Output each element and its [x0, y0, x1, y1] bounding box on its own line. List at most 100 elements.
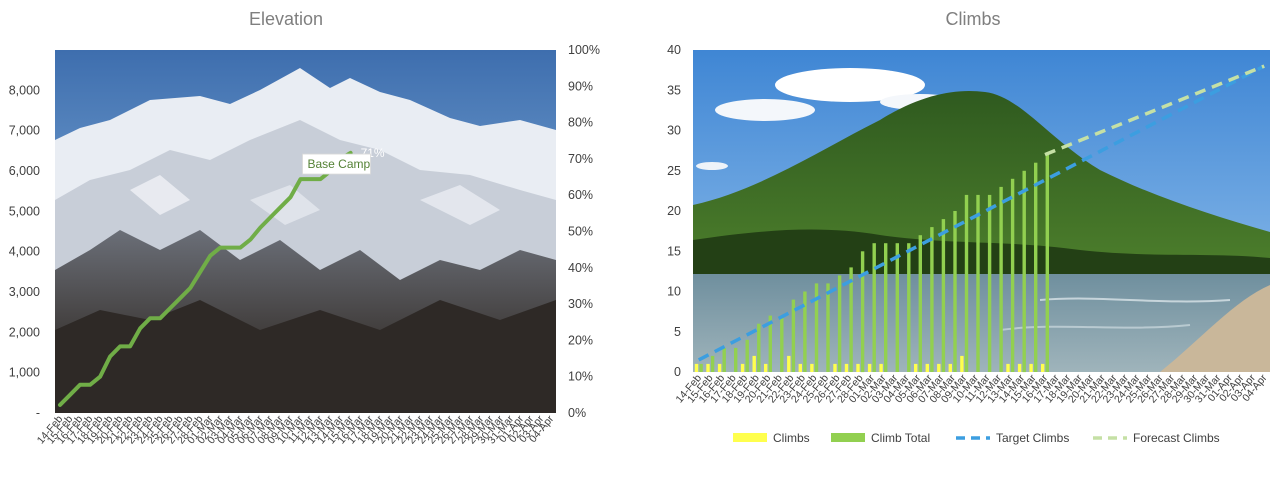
climb-total-bar: [803, 291, 807, 372]
legend-item-target-climbs: Target Climbs: [956, 431, 1069, 445]
elevation-y-axis: - 1,000 2,000 3,000 4,000 5,000 6,000 7,000 8,00…: [9, 83, 40, 420]
climb-total-bar: [745, 339, 749, 372]
elevation-y-tick-label: 7,000: [9, 124, 40, 138]
climbs-bar: [717, 363, 722, 372]
climb-total-bar: [987, 194, 992, 372]
legend-swatch: [733, 433, 767, 442]
climbs-bar: [1029, 363, 1033, 372]
legend-label: Target Climbs: [996, 431, 1069, 445]
climbs-bar: [1017, 363, 1022, 372]
climb-total-bar: [826, 283, 830, 372]
climbs-chart: Climbs 0 5 10 15 20 25 30 35 40 14-Feb15-Feb16-F…: [667, 9, 1270, 445]
climb-total-bar: [884, 243, 888, 372]
elevation-y-tick-label: 4,000: [9, 245, 40, 259]
climbs-y-tick-label: 30: [667, 124, 681, 138]
legend-item-climb-total: Climb Total: [831, 431, 930, 445]
climb-total-bar: [860, 251, 865, 373]
climb-total-bar: [953, 211, 957, 372]
elevation-y-tick-label: 8,000: [9, 83, 40, 97]
elevation-y-tick-label: 5,000: [9, 204, 40, 218]
elevation-y2-tick-label: 80%: [568, 116, 593, 130]
climb-total-bar: [722, 347, 726, 372]
climbs-bar: [948, 363, 952, 372]
elevation-y2-tick-label: 40%: [568, 261, 593, 275]
climbs-bars: [694, 154, 1049, 373]
elevation-y2-tick-label: 30%: [568, 297, 593, 311]
base-camp-label: Base Camp: [307, 157, 370, 171]
elevation-x-axis: 14-Feb15-Feb16-Feb17-Feb18-Feb19-Feb20-F…: [35, 413, 557, 447]
climb-total-bar: [814, 283, 819, 372]
climbs-bar: [833, 363, 837, 372]
legend-label: Climbs: [773, 431, 810, 445]
climbs-y-tick-label: 40: [667, 43, 681, 57]
elevation-chart-title: Elevation: [249, 9, 323, 29]
climb-total-bar: [791, 299, 796, 372]
climbs-bar: [740, 363, 745, 372]
climbs-y-tick-label: 10: [667, 285, 681, 299]
climb-total-bar: [941, 219, 946, 372]
climbs-bar: [1006, 363, 1010, 372]
climb-total-bar: [734, 347, 738, 372]
climbs-y-tick-label: 35: [667, 83, 681, 97]
elevation-y2-tick-label: 0%: [568, 406, 586, 420]
climb-total-bar: [907, 243, 911, 372]
climbs-y-tick-label: 5: [674, 325, 681, 339]
legend-item-forecast-climbs: Forecast Climbs: [1093, 431, 1220, 445]
elevation-y2-tick-label: 10%: [568, 370, 593, 384]
climbs-bar: [960, 355, 964, 372]
climb-total-bar: [930, 227, 934, 372]
elevation-y-tick-label: 2,000: [9, 325, 40, 339]
climbs-bar: [764, 363, 768, 372]
climb-total-bar: [699, 363, 703, 372]
climb-total-bar: [757, 323, 761, 372]
target-climbs-line: [697, 64, 1266, 362]
legend-swatch: [831, 433, 865, 442]
climbs-bar: [879, 363, 883, 372]
climbs-background-photo: [693, 50, 1270, 372]
climbs-bar: [810, 363, 814, 372]
climb-total-bar: [1045, 154, 1049, 372]
elevation-y2-tick-label: 50%: [568, 225, 593, 239]
elevation-background-photo: [55, 50, 556, 413]
climbs-chart-title: Climbs: [945, 9, 1000, 29]
legend-item-climbs: Climbs: [733, 431, 810, 445]
elevation-secondary-y-axis: 0% 10% 20% 30% 40% 50% 60% 70% 80% 90% 100%: [568, 43, 600, 420]
elevation-y2-tick-label: 60%: [568, 188, 593, 202]
climbs-bar: [694, 363, 699, 372]
climb-total-bar: [1022, 170, 1026, 373]
climb-total-bar: [837, 275, 842, 372]
climbs-bar: [1041, 363, 1045, 372]
climb-total-bar: [918, 235, 922, 372]
climbs-bar: [914, 363, 918, 372]
climbs-bar: [937, 363, 941, 372]
climb-total-bar: [1034, 162, 1038, 372]
climbs-y-tick-label: 20: [667, 204, 681, 218]
elevation-y-tick-label: 6,000: [9, 164, 40, 178]
climbs-bar: [798, 363, 802, 372]
climb-total-bar: [768, 315, 772, 372]
climb-total-bar: [849, 267, 853, 372]
climbs-bar: [844, 363, 849, 372]
climbs-bar: [925, 363, 929, 372]
climb-total-bar: [964, 194, 969, 372]
elevation-series-line: [58, 150, 353, 407]
climbs-y-tick-label: 15: [667, 244, 681, 258]
climb-total-bar: [710, 355, 715, 372]
climbs-bar: [787, 355, 791, 372]
forecast-climbs-line: [1044, 64, 1265, 157]
climb-total-bar: [872, 243, 876, 372]
base-camp-callout: Base Camp: [302, 153, 371, 175]
climbs-bar: [867, 363, 872, 372]
elevation-y2-tick-label: 70%: [568, 152, 593, 166]
climb-total-bar: [780, 315, 784, 372]
elevation-y2-tick-label: 20%: [568, 333, 593, 347]
climb-total-bar: [976, 194, 980, 372]
climb-total-bar: [1010, 178, 1015, 372]
climbs-bar: [752, 355, 756, 372]
climbs-bar: [706, 363, 710, 372]
elevation-y-tick-label: 3,000: [9, 285, 40, 299]
climbs-y-tick-label: 25: [667, 164, 681, 178]
climbs-legend: Climbs Climb Total Target Climbs Forecast C…: [733, 431, 1220, 445]
elevation-y2-tick-label: 90%: [568, 79, 593, 93]
